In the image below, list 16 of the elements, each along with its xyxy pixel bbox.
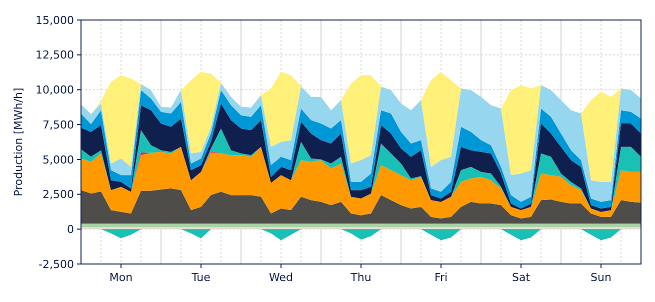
y-tick-label: 2,500	[42, 188, 74, 202]
x-tick-label: Fri	[434, 271, 448, 284]
y-tick-label: 7,500	[42, 118, 74, 132]
y-axis-title: Production [MWh/h]	[12, 88, 25, 196]
x-tick-label: Sat	[512, 271, 531, 284]
x-tick-label: Tue	[190, 271, 211, 284]
y-tick-label: 0	[67, 222, 74, 236]
x-tick-label: Wed	[269, 271, 293, 284]
x-tick-label: Mon	[109, 271, 133, 284]
y-tick-label: 15,000	[36, 14, 74, 27]
y-tick-label: -2,500	[38, 258, 74, 271]
y-tick-label: 10,000	[36, 84, 74, 97]
y-tick-label: 12,500	[36, 48, 74, 62]
y-tick-label: 5,000	[42, 153, 74, 166]
x-tick-label: Sun	[590, 271, 612, 284]
x-tick-label: Thu	[350, 271, 372, 284]
